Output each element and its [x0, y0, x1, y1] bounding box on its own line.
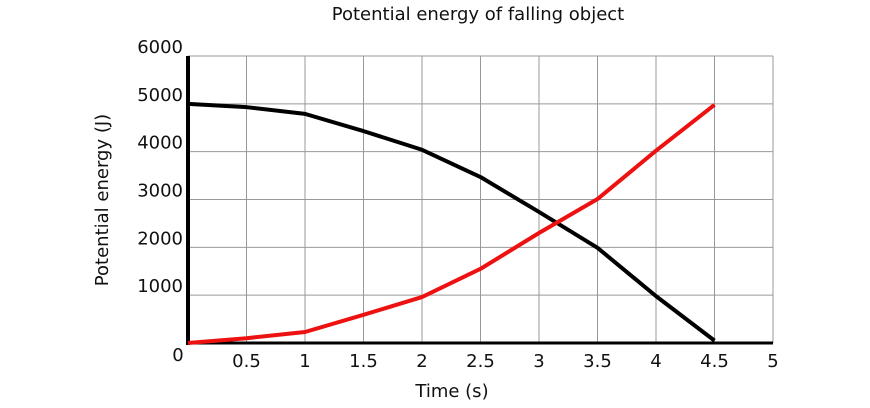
- y-tick-label: 5000: [137, 85, 183, 106]
- x-tick-label: 3.5: [583, 351, 612, 372]
- x-tick-label: 2.5: [466, 351, 495, 372]
- x-tick-label: 4.5: [700, 351, 729, 372]
- x-tick-label: 3: [533, 351, 544, 372]
- x-tick-label: 0: [172, 345, 183, 366]
- chart-title: Potential energy of falling object: [332, 4, 624, 25]
- x-tick-label: 0.5: [232, 351, 261, 372]
- y-tick-label: 6000: [137, 37, 183, 58]
- y-axis-label: Potential energy (J): [92, 114, 113, 286]
- series-line: [187, 103, 716, 345]
- series-line: [187, 101, 716, 343]
- x-tick-label: 5: [767, 351, 778, 372]
- y-tick-label: 2000: [137, 228, 183, 249]
- x-tick-label: 4: [650, 351, 661, 372]
- y-tick-label: 3000: [137, 181, 183, 202]
- x-tick-label: 1: [299, 351, 310, 372]
- x-tick-label: 2: [416, 351, 427, 372]
- y-tick-label: 1000: [137, 276, 183, 297]
- y-tick-label: 4000: [137, 133, 183, 154]
- x-tick-label: 1.5: [349, 351, 378, 372]
- x-axis-label: Time (s): [414, 381, 488, 402]
